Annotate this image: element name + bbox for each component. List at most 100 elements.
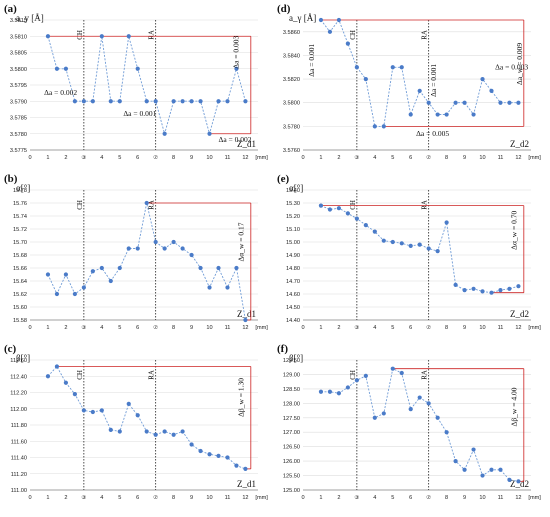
y-tick-label: 3.5860 — [283, 30, 300, 36]
y-tick-label: 112.00 — [10, 407, 27, 413]
data-point — [54, 291, 60, 297]
y-tick-label: 15.70 — [13, 240, 27, 246]
x-tick-label: 2 — [337, 325, 340, 331]
x-tick-label: 4 — [100, 155, 103, 161]
x-tick-label: 6 — [136, 325, 139, 331]
y-axis-label: β[°] — [289, 353, 303, 363]
y-tick-label: 14.40 — [286, 318, 300, 324]
x-tick-label: 10 — [479, 155, 485, 161]
data-point — [72, 392, 77, 397]
x-tick-label: 2 — [64, 325, 67, 331]
reference-label: CH — [349, 370, 357, 380]
data-point — [381, 238, 386, 243]
data-point — [144, 429, 149, 434]
x-tick-label: 0 — [28, 325, 31, 331]
data-point — [117, 429, 122, 434]
x-tick-label: 6 — [409, 155, 412, 161]
data-point — [345, 211, 350, 216]
series-line — [321, 368, 519, 482]
panel-label: (a) — [4, 3, 17, 15]
x-tick-label: 8 — [445, 155, 448, 161]
y-tick-label: 14.90 — [286, 253, 300, 259]
data-point — [81, 408, 86, 413]
data-point — [336, 206, 342, 211]
reference-label: RA — [421, 200, 429, 210]
data-point — [81, 285, 86, 290]
x-axis-label: Z_d1 — [237, 479, 256, 489]
panel-label: (d) — [277, 3, 291, 15]
data-point — [372, 415, 377, 420]
data-point — [327, 207, 333, 212]
data-point — [354, 378, 359, 383]
data-point — [462, 467, 467, 472]
x-tick-label: 11 — [225, 325, 231, 331]
data-point — [444, 220, 449, 225]
y-tick-label: 14.60 — [286, 292, 300, 298]
reference-label: CH — [76, 30, 84, 40]
x-tick-label: 6 — [409, 495, 412, 501]
x-tick-label: 5 — [118, 155, 121, 161]
data-point — [489, 290, 494, 295]
x-tick-label: 8 — [172, 155, 175, 161]
data-point — [498, 467, 503, 472]
data-point — [336, 17, 342, 23]
reference-label: CH — [349, 30, 357, 40]
y-tick-label: 15.20 — [286, 214, 300, 220]
annotation-label: Δa = 0.002 — [44, 88, 77, 97]
x-tick-label: 10 — [479, 325, 485, 331]
data-point — [327, 29, 333, 34]
data-point — [426, 100, 431, 105]
data-point — [480, 473, 485, 478]
x-tick-label: 0 — [301, 155, 304, 161]
x-tick-label: 6 — [409, 325, 412, 331]
y-tick-label: 15.76 — [13, 201, 27, 207]
y-tick-label: 112.60 — [10, 358, 27, 364]
reference-label: RA — [421, 30, 429, 40]
y-tick-label: 125.50 — [283, 474, 300, 480]
data-point — [444, 430, 449, 435]
x-tick-label: 9 — [190, 155, 193, 161]
annotation-label: Δa = 0.003 — [231, 35, 240, 68]
x-tick-label: 8 — [172, 325, 175, 331]
series-line — [47, 202, 246, 321]
data-point — [207, 452, 212, 457]
data-point — [444, 112, 449, 117]
x-tick-label: 2 — [64, 495, 67, 501]
data-point — [363, 76, 368, 82]
y-tick-label: 15.00 — [286, 240, 300, 246]
reference-label: RA — [148, 200, 156, 210]
data-point — [153, 99, 158, 104]
data-point — [216, 265, 221, 271]
data-point — [99, 265, 104, 271]
data-point — [390, 65, 395, 70]
data-point — [117, 99, 122, 104]
x-tick-label: 11 — [498, 495, 504, 501]
data-point — [45, 374, 51, 379]
data-point — [144, 200, 149, 206]
x-tick-label: 4 — [373, 155, 376, 161]
series-line — [320, 205, 519, 294]
x-tick-label: 4 — [100, 325, 103, 331]
annotation-label: Δa = 0.001 — [123, 109, 156, 118]
data-point — [243, 317, 248, 323]
x-tick-label: 2 — [64, 155, 67, 161]
data-point — [90, 269, 95, 274]
data-point — [399, 370, 404, 376]
x-tick-label: 10 — [206, 155, 212, 161]
data-point — [216, 99, 221, 104]
data-point — [207, 285, 212, 290]
data-point — [126, 246, 131, 251]
y-tick-label: 129.50 — [283, 358, 300, 364]
y-tick-label: 3.5780 — [283, 124, 300, 130]
x-tick-label: 0 — [301, 495, 304, 501]
data-point — [462, 288, 467, 293]
data-point — [135, 66, 140, 71]
data-point — [516, 100, 521, 105]
data-point — [408, 407, 413, 412]
y-tick-label: 3.5800 — [10, 67, 27, 73]
y-tick-label: 15.78 — [13, 188, 27, 194]
reference-label: CH — [76, 200, 84, 210]
data-point — [318, 389, 324, 394]
x-tick-label: 10 — [479, 495, 485, 501]
x-tick-label: 1 — [319, 495, 322, 501]
